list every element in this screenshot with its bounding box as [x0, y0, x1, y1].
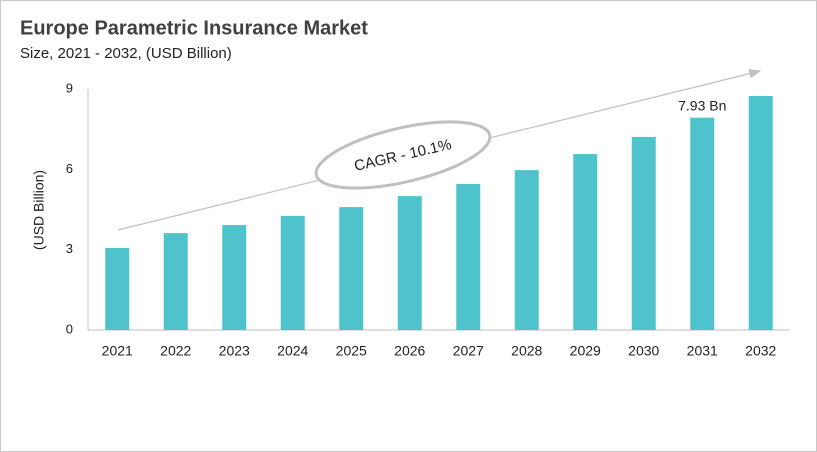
bar	[397, 196, 422, 330]
y-tick-label: 9	[66, 80, 73, 95]
bar	[690, 117, 715, 330]
bar	[514, 170, 539, 330]
bar	[339, 207, 364, 330]
y-axis-label: (USD Billion)	[31, 170, 47, 250]
cagr-ellipse	[314, 120, 492, 190]
bar	[631, 136, 656, 330]
y-tick-label: 6	[66, 161, 73, 176]
bar	[748, 95, 773, 330]
y-tick-label: 0	[66, 321, 73, 336]
x-tick-label: 2023	[219, 343, 250, 359]
x-tick-label: 2021	[102, 343, 133, 359]
y-tick-label: 3	[66, 241, 73, 256]
chart-title: Europe Parametric Insurance Market	[20, 17, 368, 39]
x-tick-label: 2031	[687, 343, 718, 359]
bar	[456, 184, 481, 330]
bar	[105, 248, 130, 330]
bar	[163, 233, 188, 330]
x-tick-label: 2032	[745, 343, 776, 359]
x-tick-label: 2027	[453, 343, 484, 359]
x-tick-label: 2030	[628, 343, 659, 359]
bar	[222, 225, 247, 330]
x-tick-label: 2029	[570, 343, 601, 359]
x-tick-label: 2025	[336, 343, 367, 359]
chart-subtitle: Size, 2021 - 2032, (USD Billion)	[20, 45, 232, 62]
value-label: 7.93 Bn	[678, 97, 726, 113]
x-tick-label: 2028	[511, 343, 542, 359]
x-tick-label: 2026	[394, 343, 425, 359]
x-tick-label: 2024	[277, 343, 308, 359]
bar	[280, 215, 305, 330]
bar	[573, 154, 598, 330]
x-tick-label: 2022	[160, 343, 191, 359]
